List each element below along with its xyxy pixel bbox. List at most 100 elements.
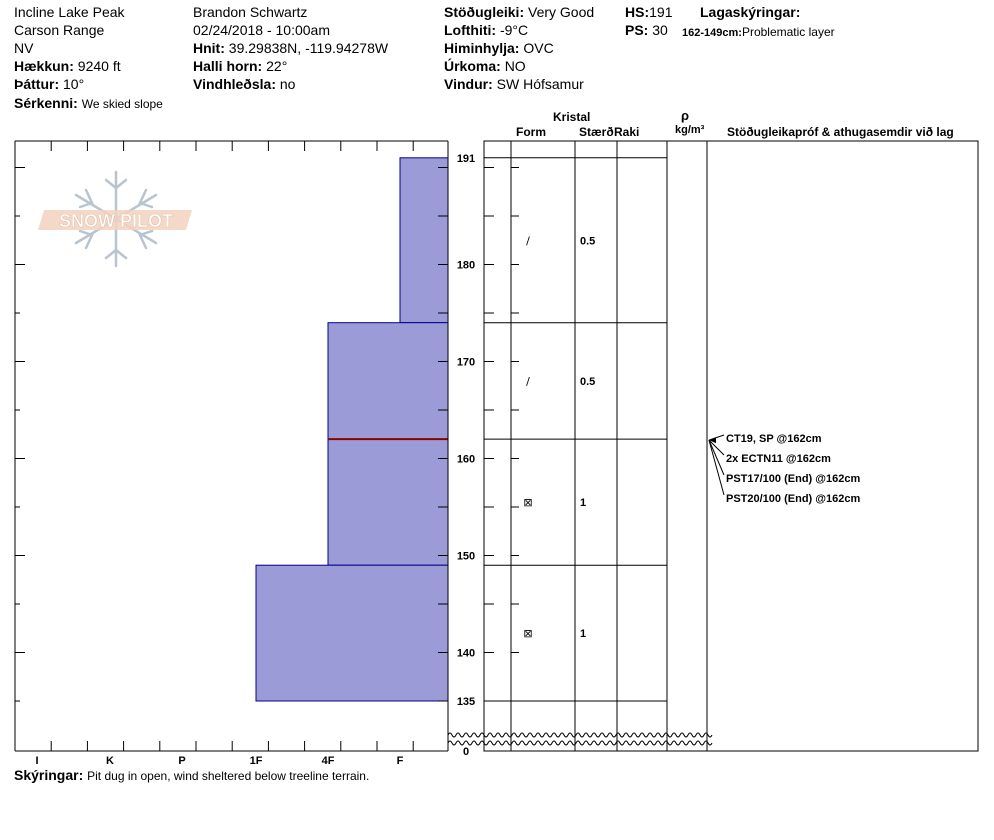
range: Carson Range (14, 22, 105, 38)
height-axis-ticks: 191 180 170 160 150 140 135 0 (15, 153, 519, 758)
wind-value: SW Hófsamur (496, 76, 584, 92)
height-label: 160 (457, 454, 475, 466)
stability-tests: CT19, SP @162cm 2x ECTN11 @162cm PST17/100… (708, 433, 860, 505)
height-label: 191 (457, 153, 475, 165)
snowpilot-logo: SNOW PILOT (38, 170, 192, 268)
comments-value: Pit dug in open, wind sheltered below tr… (87, 769, 370, 783)
stability-test-label: PST20/100 (End) @162cm (726, 493, 860, 505)
col-moisture: Raki (614, 125, 640, 139)
hardness-label: 1F (250, 755, 263, 767)
aspect-label: Þáttur: (14, 76, 60, 92)
crystal-size: 1 (580, 497, 586, 509)
wind-loading-label: Vindhleðsla: (193, 76, 276, 92)
feature-value: We skied slope (81, 97, 163, 111)
hardness-label: 4F (322, 755, 335, 767)
col-stability-comments: Stöðugleikapróf & athugasemdir við lag (727, 125, 954, 139)
wind: Vindur: SW Hófsamur (444, 76, 584, 92)
slope-label: Halli horn: (193, 58, 263, 74)
location: Incline Lake Peak (14, 4, 125, 20)
axis-break (447, 732, 713, 746)
crystal-form: / (526, 234, 530, 247)
elevation-value: 9240 ft (77, 58, 121, 74)
aspect: Þáttur: 10° (14, 76, 84, 92)
layer-note: 162-149cm:Problematic layer (682, 23, 835, 41)
feature: Sérkenni: We skied slope (14, 95, 163, 112)
test-leader (708, 439, 725, 476)
crystal-form: ⊠ (523, 627, 532, 640)
slope-value: 22° (266, 58, 288, 74)
layer-table (483, 140, 979, 752)
col-size: Stærð (579, 125, 614, 139)
layer-table-cells: / 0.5 / 0.5 ⊠ 1 ⊠ 1 (523, 234, 595, 640)
stability: Stöðugleiki: Very Good (444, 4, 594, 20)
datetime: 02/24/2018 - 10:00am (193, 22, 330, 38)
air-temp-value: -9°C (499, 22, 529, 38)
hs-value: 191 (649, 4, 673, 20)
test-leader (708, 439, 725, 496)
height-label: 135 (457, 696, 475, 708)
hardness-bar (327, 438, 449, 566)
crystal-size: 0.5 (580, 235, 595, 247)
observer: Brandon Schwartz (193, 4, 308, 20)
hardness-bar (399, 157, 449, 324)
hs-label: HS: (625, 4, 650, 20)
precip-label: Úrkoma: (444, 58, 501, 74)
slope-angle: Halli horn: 22° (193, 58, 287, 74)
hardness-bar (327, 322, 449, 440)
layer-table-rows (484, 157, 667, 702)
aspect-value: 10° (63, 76, 85, 92)
layer-note-text: Problematic layer (741, 25, 835, 39)
air-temp-label: Lofthiti: (444, 22, 497, 38)
sky-value: OVC (523, 40, 554, 56)
height-label: 170 (457, 357, 475, 369)
precip: Úrkoma: NO (444, 58, 526, 74)
precip-value: NO (504, 58, 526, 74)
comments-label: Skýringar: (14, 767, 84, 783)
layer-notes-label: Lagaskýringar: (700, 4, 801, 20)
ps: PS: 30 (625, 22, 668, 38)
height-label: 150 (457, 551, 475, 563)
stability-test-label: PST17/100 (End) @162cm (726, 473, 860, 485)
coords-label: Hnit: (193, 40, 225, 56)
stability-test-label: CT19, SP @162cm (726, 433, 822, 445)
hardness-label: P (178, 755, 185, 767)
stability-test-label: 2x ECTN11 @162cm (726, 453, 831, 465)
height-label: 180 (457, 260, 475, 272)
crystal-size: 0.5 (580, 376, 595, 388)
wind-loading-value: no (279, 76, 296, 92)
elevation: Hækkun: 9240 ft (14, 58, 121, 74)
hardness-label: F (397, 755, 404, 767)
coords-value: 39.29838N, -119.94278W (228, 40, 389, 56)
feature-label: Sérkenni: (14, 95, 78, 111)
crystal-form: ⊠ (523, 496, 532, 509)
wind-loading: Vindhleðsla: no (193, 76, 295, 92)
hardness-ticks (14, 141, 414, 751)
logo-text: SNOW PILOT (59, 211, 173, 231)
stability-label: Stöðugleiki: (444, 4, 525, 20)
hardness-label: I (35, 755, 38, 767)
crystal-size: 1 (580, 628, 586, 640)
height-label: 0 (463, 746, 469, 758)
wind-label: Vindur: (444, 76, 493, 92)
col-rho: ρ (681, 108, 690, 123)
ps-label: PS: (625, 22, 649, 38)
footer-comments: Skýringar: Pit dug in open, wind shelter… (14, 767, 369, 784)
hardness-bar (255, 564, 449, 702)
state: NV (14, 40, 34, 56)
col-form: Form (516, 125, 546, 139)
hardness-bars (255, 157, 449, 702)
stability-value: Very Good (528, 4, 595, 20)
sky: Himinhylja: OVC (444, 40, 554, 56)
crystal-form: / (526, 375, 530, 388)
layer-note-range: 162-149cm: (682, 27, 742, 39)
elevation-label: Hækkun: (14, 58, 74, 74)
sky-label: Himinhylja: (444, 40, 520, 56)
test-leader (708, 439, 725, 456)
height-label: 140 (457, 648, 475, 660)
air-temp: Lofthiti: -9°C (444, 22, 528, 38)
test-arrow (709, 437, 716, 444)
hardness-label: K (106, 755, 114, 767)
coordinates: Hnit: 39.29838N, -119.94278W (193, 40, 388, 56)
col-crystal: Kristal (553, 110, 591, 124)
